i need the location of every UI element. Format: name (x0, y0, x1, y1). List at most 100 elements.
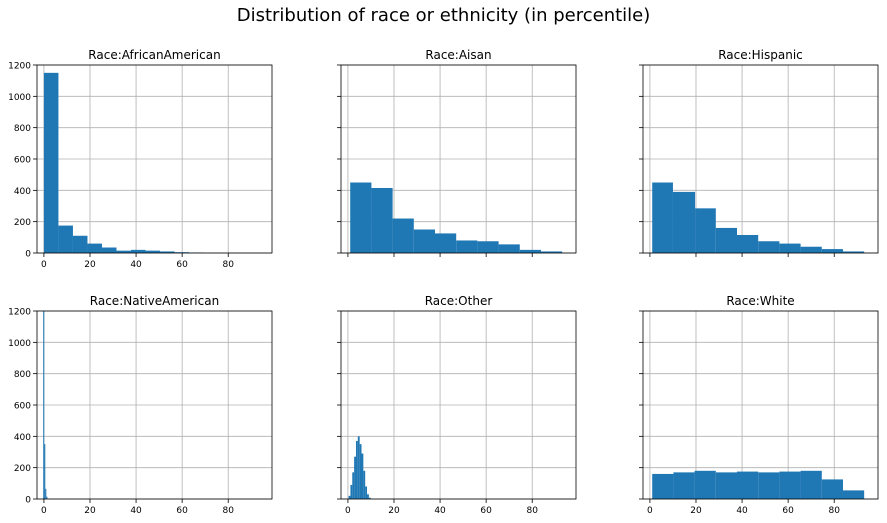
histogram-bar (352, 472, 355, 499)
figure-title: Distribution of race or ethnicity (in pe… (237, 5, 651, 26)
y-tick-label: 1000 (8, 93, 31, 103)
y-tick-label: 0 (25, 250, 31, 260)
histogram-bar (821, 249, 843, 253)
x-tick-label: 40 (434, 506, 446, 516)
histogram-bar (87, 243, 102, 253)
histogram-bar (131, 249, 146, 253)
histogram-bar (413, 229, 435, 253)
histogram-bar (45, 488, 47, 499)
histogram-bar (758, 472, 780, 499)
histogram-bar (368, 497, 371, 499)
histogram-bar (348, 495, 351, 499)
histogram-bar (715, 227, 737, 253)
x-tick-label: 0 (647, 506, 653, 516)
histogram-bar (456, 240, 478, 253)
x-tick-label: 20 (84, 506, 96, 516)
histogram-bar (800, 470, 822, 499)
y-tick-label: 600 (14, 156, 31, 166)
histogram-bar (435, 233, 457, 253)
histogram-bar (350, 182, 372, 253)
histogram-bar (498, 244, 520, 253)
histogram-bar (695, 208, 716, 253)
histogram-bar (694, 470, 716, 499)
subplot-title: Race:Aisan (425, 48, 491, 62)
x-tick-label: 60 (782, 506, 794, 516)
histogram-bar (821, 479, 843, 499)
y-tick-label: 800 (14, 370, 31, 380)
x-tick-label: 80 (828, 506, 840, 516)
y-tick-label: 800 (14, 124, 31, 134)
histogram-bar (715, 472, 737, 499)
histogram-bar (72, 235, 88, 253)
histogram-bar (43, 311, 45, 499)
histogram-bar (365, 486, 368, 499)
histogram-bar (355, 441, 358, 499)
subplot-5: Race:Other 0 20 40 60 80 (337, 294, 577, 516)
subplot-title: Race:AfricanAmerican (88, 48, 220, 62)
histogram-bar (779, 243, 801, 253)
histogram-bar (800, 246, 822, 253)
histogram-bar (842, 490, 865, 499)
y-tick-label: 400 (14, 187, 31, 197)
x-tick-label: 0 (345, 506, 351, 516)
histogram-bar (779, 471, 801, 499)
histogram-bar (477, 241, 499, 253)
x-tick-label: 40 (736, 506, 748, 516)
x-tick-label: 20 (388, 506, 400, 516)
histogram-bar (363, 470, 366, 499)
histogram-bar (116, 250, 131, 253)
x-tick-label: 60 (176, 506, 188, 516)
histogram-bar (673, 472, 695, 499)
histogram-bar (367, 494, 369, 499)
y-tick-label: 1000 (8, 339, 31, 349)
y-tick-label: 0 (25, 496, 31, 506)
histogram-bar (46, 496, 48, 499)
x-tick-label: 20 (690, 506, 702, 516)
histogram-bar (737, 234, 759, 253)
x-tick-label: 80 (526, 506, 538, 516)
histogram-bar (361, 453, 364, 499)
histogram-bar (58, 225, 73, 253)
y-tick-label: 200 (14, 218, 31, 228)
x-tick-label: 60 (176, 260, 188, 270)
histogram-bar (145, 250, 161, 253)
x-tick-label: 20 (84, 260, 96, 270)
subplot-title: Race:Hispanic (718, 48, 803, 62)
x-tick-label: 60 (480, 506, 492, 516)
histogram-bar (392, 218, 414, 253)
y-tick-label: 600 (14, 402, 31, 412)
x-tick-label: 80 (222, 260, 234, 270)
histogram-bar (371, 187, 393, 253)
histogram-bar (43, 72, 59, 253)
x-tick-label: 80 (222, 506, 234, 516)
histogram-bar (44, 444, 46, 499)
y-tick-label: 400 (14, 433, 31, 443)
subplot-title: Race:White (726, 294, 794, 308)
histogram-bar (160, 251, 175, 253)
y-tick-label: 1200 (8, 62, 31, 72)
histogram-bar (359, 444, 362, 499)
histogram-bar (350, 484, 353, 499)
subplot-2: Race:Aisan (337, 48, 577, 257)
y-tick-label: 200 (14, 464, 31, 474)
histogram-bar (354, 456, 356, 499)
histogram-bar (758, 241, 780, 253)
histogram-bar (672, 191, 696, 253)
subplot-3: Race:Hispanic (639, 48, 879, 257)
histogram-bar (652, 473, 674, 499)
x-tick-label: 40 (130, 260, 142, 270)
x-tick-label: 0 (41, 506, 47, 516)
subplot-title: Race:NativeAmerican (90, 294, 219, 308)
subplot-title: Race:Other (425, 294, 493, 308)
histogram-bar (101, 247, 117, 253)
x-tick-label: 0 (41, 260, 47, 270)
histogram-bar (737, 471, 759, 499)
y-tick-label: 1200 (8, 308, 31, 318)
histogram-bar (357, 436, 360, 499)
histogram-bar (519, 249, 541, 253)
subplot-6: Race:White 0 20 40 60 80 (639, 294, 879, 516)
